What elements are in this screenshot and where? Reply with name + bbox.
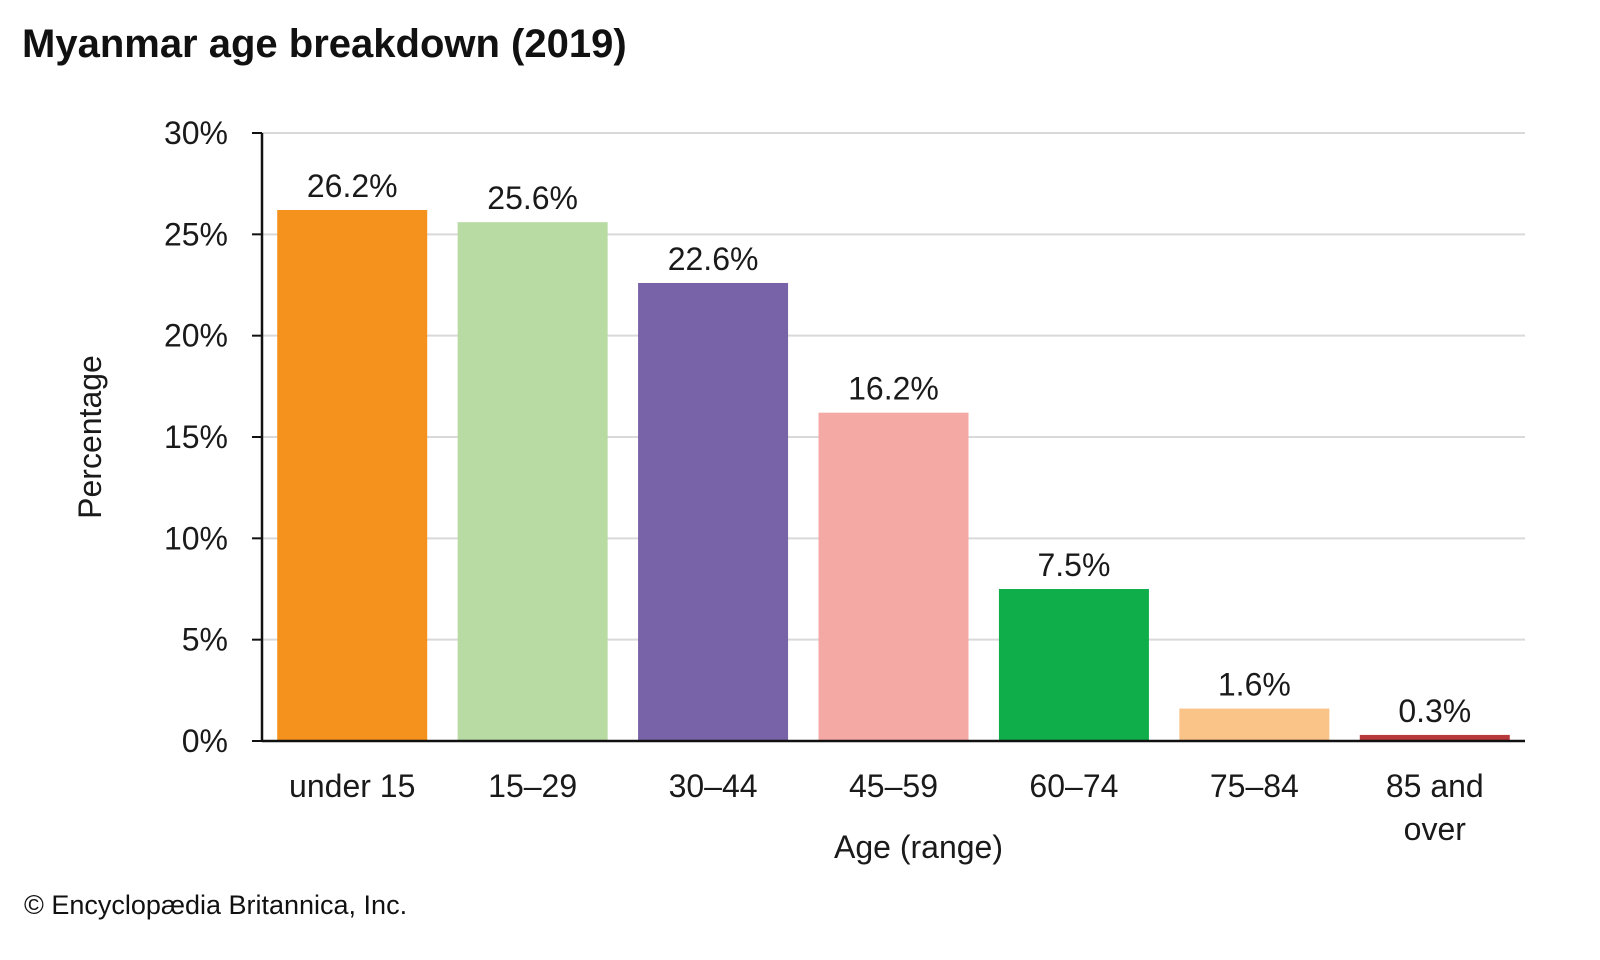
bar xyxy=(998,589,1149,741)
copyright-credit: © Encyclopædia Britannica, Inc. xyxy=(24,890,408,920)
y-tick-label: 15% xyxy=(164,419,228,455)
data-label: 22.6% xyxy=(668,241,759,277)
y-tick-label: 20% xyxy=(164,318,228,354)
x-tick-label: 75–84 xyxy=(1210,768,1299,804)
data-label: 25.6% xyxy=(487,180,578,216)
data-label: 1.6% xyxy=(1218,667,1291,703)
bar xyxy=(457,222,608,741)
x-tick-label: 45–59 xyxy=(849,768,938,804)
bar xyxy=(277,210,428,742)
y-tick-label: 30% xyxy=(164,115,228,151)
x-tick-label: 30–44 xyxy=(669,768,758,804)
bar xyxy=(818,412,969,741)
bar xyxy=(1359,734,1510,741)
data-label: 26.2% xyxy=(307,168,398,204)
x-tick-label: 15–29 xyxy=(488,768,577,804)
x-tick-label: 60–74 xyxy=(1029,768,1118,804)
bar xyxy=(638,282,789,741)
y-tick-label: 25% xyxy=(164,216,228,252)
labels: 0% 5% 10% 15% 20% 25% 30% 26.2% under 15 25.6% 15–… xyxy=(164,115,1484,847)
chart-title: Myanmar age breakdown (2019) xyxy=(22,22,627,66)
x-tick-label: 85 and over xyxy=(1386,768,1484,847)
x-axis-title: Age (range) xyxy=(834,829,1003,865)
bar xyxy=(1179,708,1330,741)
y-tick-label: 10% xyxy=(164,520,228,556)
y-tick-label: 5% xyxy=(182,622,228,658)
y-axis-title: Percentage xyxy=(72,355,108,519)
axes xyxy=(252,132,1525,743)
x-tick-label: under 15 xyxy=(289,768,415,804)
bars xyxy=(277,210,1510,742)
data-label: 0.3% xyxy=(1398,693,1471,729)
y-tick-label: 0% xyxy=(182,723,228,759)
data-label: 16.2% xyxy=(848,371,939,407)
data-label: 7.5% xyxy=(1037,547,1110,583)
